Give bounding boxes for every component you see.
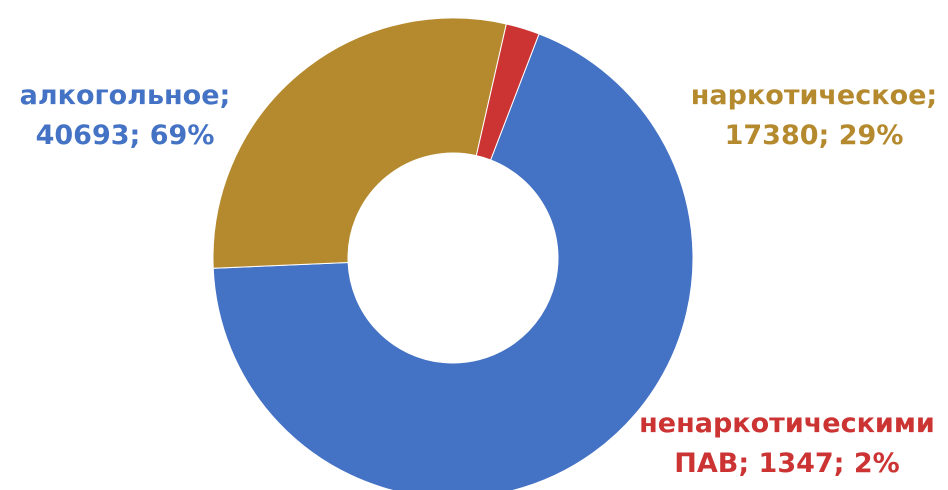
slice-label-narcotic-line2: 17380; 29% [724,120,904,151]
slice-narcotic [212,17,507,269]
slice-label-narcotic: наркотическое; 17380; 29% [680,76,948,156]
slice-label-alcohol-line2: 40693; 69% [35,120,215,151]
slice-label-non-narcotic-line1: ненаркотическими [639,408,935,439]
slice-non-narcotic [475,23,540,161]
slice-alcohol [212,33,694,490]
slice-label-narcotic-line1: наркотическое; [690,80,938,111]
slice-label-alcohol: алкогольное; 40693; 69% [5,76,245,156]
slice-label-non-narcotic-line2: ПАВ; 1347; 2% [674,448,900,479]
slice-label-alcohol-line1: алкогольное; [19,80,231,111]
slice-label-non-narcotic: ненаркотическими ПАВ; 1347; 2% [626,404,948,484]
